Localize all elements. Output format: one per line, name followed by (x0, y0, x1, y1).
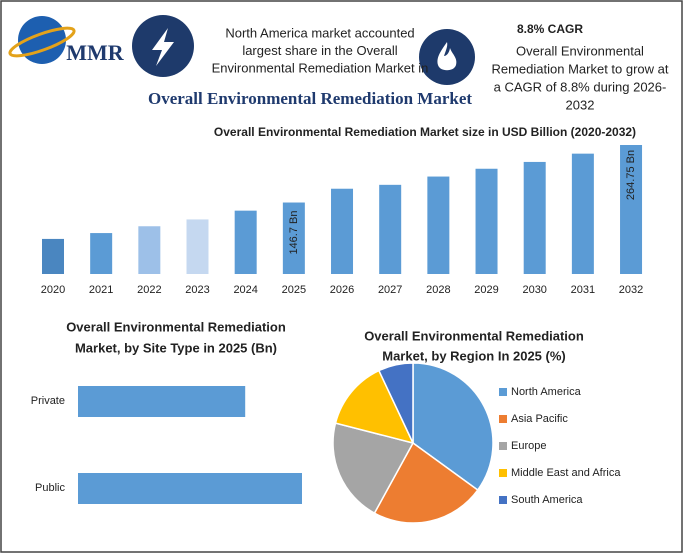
legend-label: North America (511, 386, 582, 398)
x-tick-label: 2025 (282, 284, 306, 296)
x-tick-label: 2021 (89, 284, 113, 296)
chart-title: Overall Environmental Remediation (66, 319, 286, 334)
bar (138, 226, 161, 274)
bolt-shape (152, 28, 174, 66)
pie-slice (377, 362, 414, 444)
note-left: largest share in the Overall (242, 43, 397, 58)
x-tick-label: 2027 (378, 284, 402, 296)
chart-title: Market, by Site Type in 2025 (Bn) (75, 340, 277, 355)
bar (78, 386, 246, 417)
legend-swatch (499, 496, 507, 504)
note-right: Overall Environmental (516, 43, 644, 58)
legend-swatch (499, 388, 507, 396)
main-title: Overall Environmental Remediation Market (148, 89, 472, 108)
logo-ring (8, 26, 76, 58)
x-tick-label: 2029 (474, 284, 498, 296)
cagr: 8.8% CAGR (517, 22, 583, 36)
legend-label: Middle East and Africa (511, 467, 621, 479)
bar (78, 473, 302, 504)
flame-shape (437, 42, 457, 71)
pie-slice (334, 369, 415, 445)
value-label: 146.7 Bn (288, 210, 300, 254)
note-left: Environmental Remediation Market in (212, 60, 429, 75)
note-right: Remediation Market to grow at (491, 61, 668, 76)
x-tick-label: 2032 (619, 284, 643, 296)
legend-label: Europe (511, 440, 546, 452)
bar (186, 219, 209, 274)
bar (282, 202, 305, 274)
legend-swatch (499, 442, 507, 450)
legend-label: South America (511, 494, 583, 506)
bar (90, 233, 113, 274)
y-tick-label: Private (31, 395, 65, 407)
pie-slice (332, 422, 415, 515)
bar (331, 188, 354, 274)
pie-slice (373, 441, 479, 524)
legend-swatch (499, 469, 507, 477)
chart-title: Market, by Region In 2025 (%) (382, 348, 566, 363)
x-tick-label: 2022 (137, 284, 161, 296)
x-tick-label: 2024 (233, 284, 257, 296)
logo-text: MMR (66, 40, 125, 65)
note-right: 2032 (566, 97, 595, 112)
x-tick-label: 2028 (426, 284, 450, 296)
legend-swatch (499, 415, 507, 423)
x-tick-label: 2026 (330, 284, 354, 296)
bar (42, 238, 64, 274)
legend-label: Asia Pacific (511, 413, 568, 425)
bar (475, 168, 498, 274)
x-tick-label: 2031 (571, 284, 595, 296)
pie-slice (412, 362, 494, 492)
bar (620, 145, 643, 274)
x-tick-label: 2023 (185, 284, 209, 296)
chart-title: Overall Environmental Remediation Market… (214, 125, 636, 139)
bar (379, 184, 402, 274)
bar (571, 153, 594, 274)
bar (427, 176, 450, 274)
y-tick-label: Public (35, 482, 65, 494)
note-right: a CAGR of 8.8% during 2026- (494, 79, 667, 94)
note-left: North America market accounted (225, 25, 414, 40)
x-tick-label: 2020 (41, 284, 65, 296)
value-label: 264.75 Bn (625, 150, 637, 200)
x-tick-label: 2030 (522, 284, 546, 296)
bar (523, 161, 546, 274)
chart-title: Overall Environmental Remediation (364, 328, 584, 343)
logo-globe (18, 16, 66, 64)
bar (234, 210, 257, 274)
